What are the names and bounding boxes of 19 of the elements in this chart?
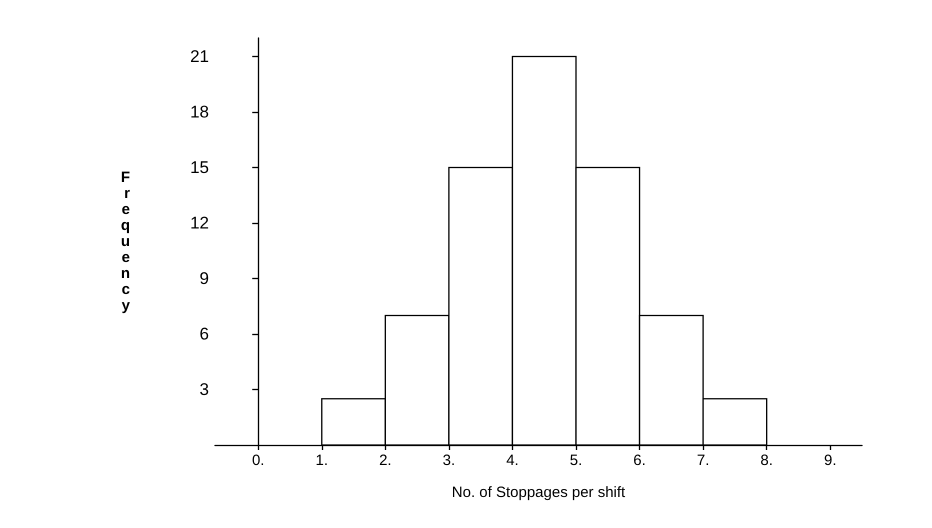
y-tick-label: 9 bbox=[200, 269, 209, 288]
y-tick-label: 6 bbox=[200, 324, 209, 344]
text: Frequency bbox=[120, 169, 130, 314]
x-tick-label: 0. bbox=[252, 452, 264, 469]
y-tick-label: 15 bbox=[190, 158, 209, 177]
x-tick-label: 9. bbox=[824, 452, 836, 469]
x-tick-label: 2. bbox=[379, 452, 392, 469]
x-tick-label: 3. bbox=[442, 452, 456, 469]
y-tick-label: 3 bbox=[200, 380, 209, 399]
x-tick-label: 6. bbox=[633, 452, 646, 469]
y-tick-label: 18 bbox=[190, 102, 209, 122]
y-tick-label: 21 bbox=[190, 47, 209, 66]
x-axis-title: No. of Stoppages per shift bbox=[452, 484, 626, 501]
x-tick-label: 8. bbox=[760, 452, 773, 469]
x-tick-label: 5. bbox=[570, 452, 582, 469]
x-tick-label: 1. bbox=[316, 452, 328, 469]
x-tick-label: 7. bbox=[696, 452, 710, 469]
x-tick-label: 4. bbox=[506, 452, 519, 469]
y-tick-label: 12 bbox=[190, 214, 209, 232]
